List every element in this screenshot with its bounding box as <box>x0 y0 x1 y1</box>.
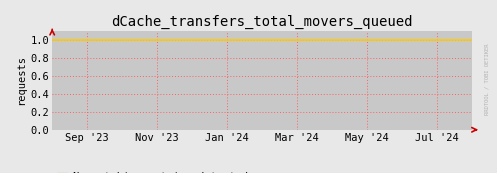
Y-axis label: requests: requests <box>16 55 26 106</box>
Title: dCache_transfers_total_movers_queued: dCache_transfers_total_movers_queued <box>111 15 413 29</box>
Legend: No matching metrics detected: No matching metrics detected <box>57 172 248 173</box>
Text: RRDTOOL / TOBI OETIKER: RRDTOOL / TOBI OETIKER <box>485 44 490 115</box>
